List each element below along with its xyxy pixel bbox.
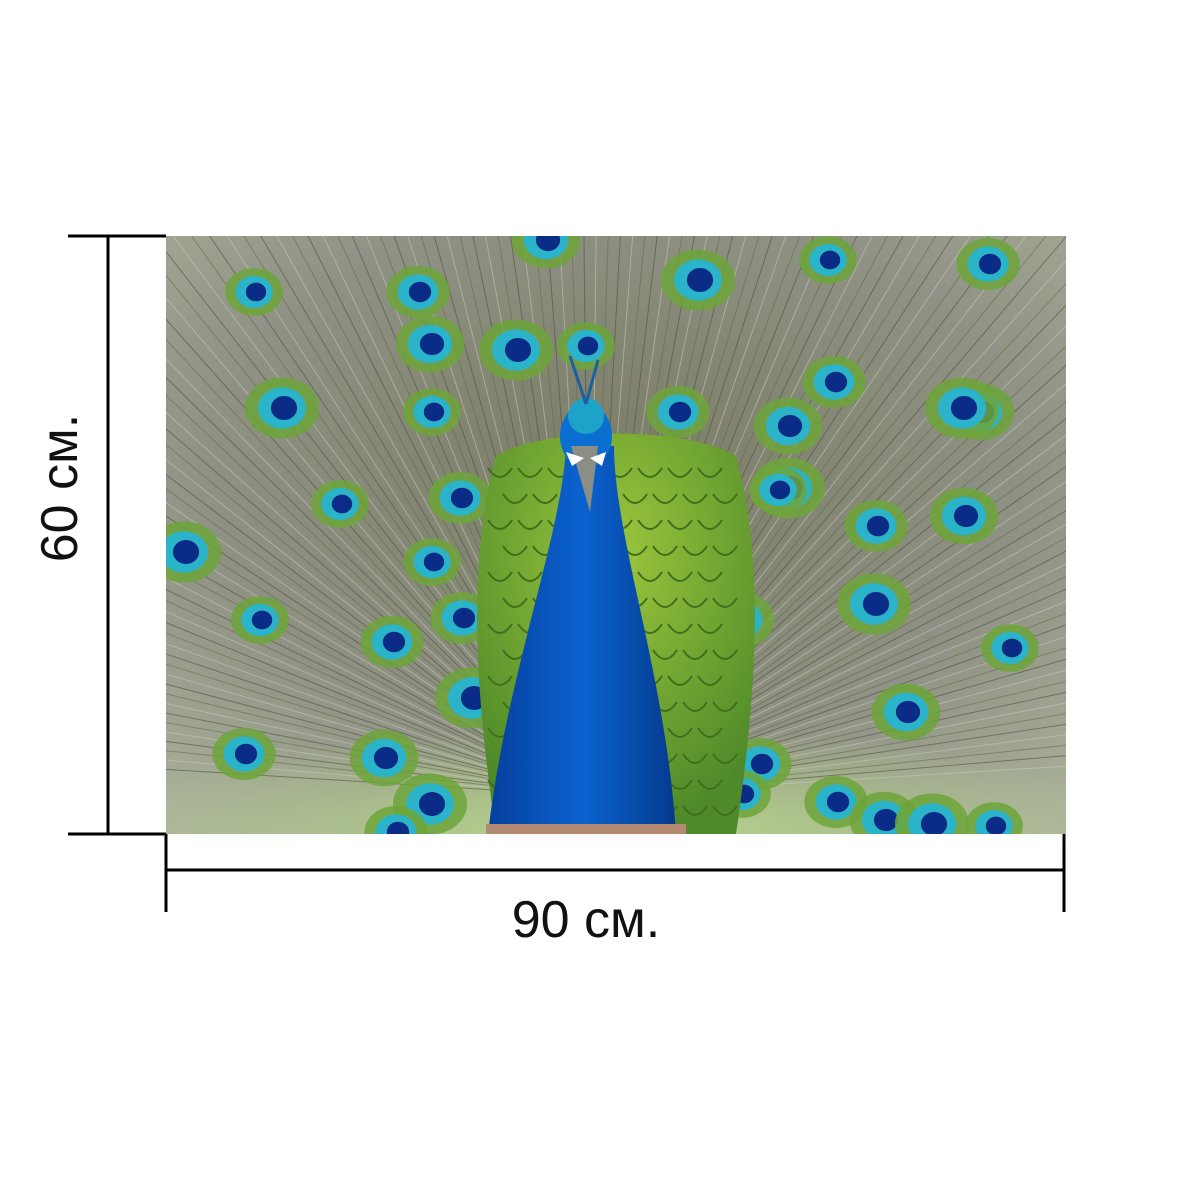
- feather-eye-spot: [956, 237, 1020, 291]
- feather-eyes: [166, 236, 1039, 834]
- feather-eye-spot: [753, 397, 823, 455]
- peacock-legs-shadow: [486, 824, 686, 834]
- feather-eye-spot: [557, 322, 615, 370]
- feather-eye-spot: [364, 805, 428, 834]
- feather-eye-spot: [386, 265, 450, 319]
- feather-eye-spot: [360, 615, 424, 669]
- feather-eye-spot: [225, 268, 283, 316]
- height-label: 60 см.: [31, 413, 89, 563]
- feather-eye-spot: [924, 377, 1000, 439]
- feather-eye-spot: [836, 573, 912, 635]
- feather-eye-spot: [244, 377, 320, 439]
- feather-eye-spot: [802, 355, 866, 409]
- feather-eye-spot: [871, 683, 941, 741]
- feather-eye-spot: [403, 388, 461, 436]
- width-label: 90 см.: [511, 891, 661, 949]
- feather-eye-spot: [212, 727, 276, 781]
- feather-eye-spot: [311, 480, 369, 528]
- feather-eye-spot: [166, 521, 222, 583]
- peacock-photo: [166, 236, 1066, 834]
- feather-eye-spot: [395, 315, 465, 373]
- feather-eye-spot: [981, 624, 1039, 672]
- feather-eye-spot: [894, 793, 970, 834]
- feather-eye-spot: [403, 538, 461, 586]
- peacock-image: [166, 236, 1066, 834]
- feather-eye-spot: [349, 729, 419, 787]
- feather-eye-spot: [231, 596, 289, 644]
- feather-eye-spot: [478, 319, 554, 381]
- peacock-head: [560, 355, 612, 512]
- feather-eye-spot: [965, 802, 1023, 834]
- peacock-neck: [488, 446, 676, 834]
- feather-eye-spot: [799, 236, 857, 284]
- feather-eye-spot: [660, 249, 736, 311]
- feather-eye-spot: [511, 236, 581, 269]
- feather-eye-spot: [428, 471, 492, 525]
- feather-eye-spot: [646, 385, 710, 439]
- feather-eye-spot: [749, 466, 807, 514]
- feather-eye-spot: [844, 499, 908, 553]
- feather-eye-spot: [929, 487, 999, 545]
